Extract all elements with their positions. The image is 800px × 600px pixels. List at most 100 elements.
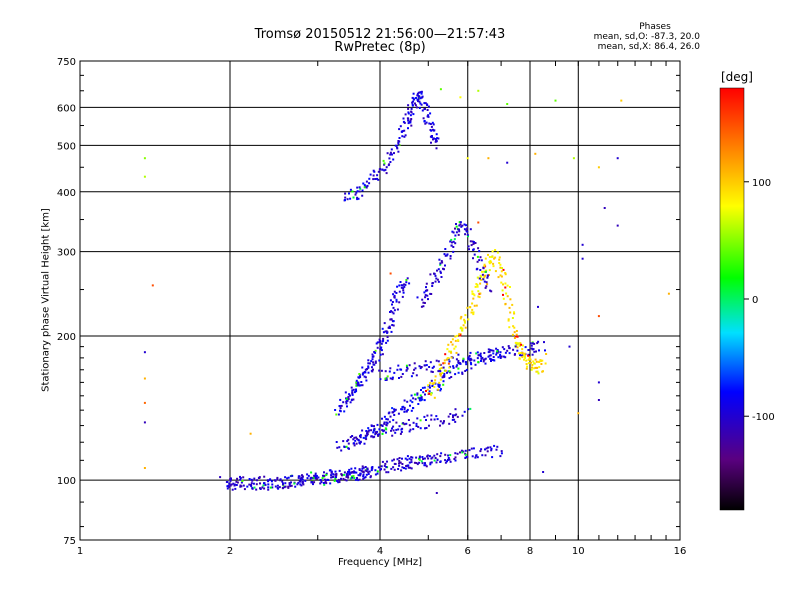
data-point	[527, 358, 530, 361]
data-point	[482, 278, 485, 281]
data-point	[397, 468, 400, 470]
data-point	[345, 402, 348, 405]
data-point	[297, 481, 300, 484]
data-point	[432, 382, 434, 385]
data-point	[490, 447, 493, 450]
data-point	[538, 349, 540, 352]
data-point	[348, 192, 350, 195]
data-point	[424, 464, 427, 467]
data-point	[455, 365, 458, 368]
data-point	[533, 342, 536, 345]
data-point	[363, 476, 366, 479]
data-point	[287, 476, 290, 479]
data-point	[527, 349, 530, 351]
data-point	[365, 186, 368, 189]
data-point	[240, 481, 243, 484]
data-point	[335, 473, 338, 475]
data-point	[430, 136, 433, 139]
data-point	[429, 361, 432, 364]
data-point	[415, 422, 418, 425]
data-point	[513, 331, 516, 334]
data-point	[429, 381, 432, 384]
data-point	[435, 133, 438, 136]
data-point	[383, 415, 386, 418]
data-point	[394, 431, 397, 434]
data-point	[411, 401, 414, 404]
data-point	[385, 418, 388, 421]
data-point	[410, 409, 413, 412]
data-point	[395, 292, 398, 294]
data-point	[440, 452, 443, 455]
data-point	[450, 351, 453, 354]
data-point	[338, 469, 341, 472]
data-point	[437, 383, 440, 386]
data-point	[488, 350, 491, 353]
data-point	[408, 430, 411, 433]
data-point	[479, 256, 482, 259]
data-point	[415, 97, 417, 99]
data-point	[381, 168, 384, 171]
data-point	[364, 376, 367, 379]
data-point	[416, 296, 419, 299]
data-point	[425, 390, 427, 392]
data-point	[422, 117, 425, 120]
data-point	[477, 221, 480, 224]
data-point	[302, 483, 305, 486]
data-point	[281, 480, 284, 483]
data-point	[405, 281, 408, 284]
data-point	[476, 276, 479, 279]
data-point	[529, 342, 532, 345]
data-point	[524, 346, 527, 349]
data-point	[409, 404, 411, 407]
data-point	[353, 444, 356, 447]
data-point	[394, 463, 397, 465]
data-point	[435, 139, 438, 142]
data-point	[468, 354, 471, 357]
data-point	[361, 194, 364, 197]
data-point	[535, 350, 537, 353]
data-point	[464, 314, 467, 317]
data-point	[426, 414, 429, 417]
data-point	[414, 104, 417, 107]
data-point	[359, 442, 361, 445]
data-point	[448, 350, 451, 353]
data-point	[482, 360, 485, 363]
data-point	[418, 100, 421, 103]
data-point	[508, 306, 511, 309]
data-point	[271, 486, 274, 489]
data-point	[431, 121, 434, 124]
data-point	[414, 102, 416, 105]
data-point	[229, 484, 232, 487]
data-point	[372, 361, 375, 364]
data-point	[467, 318, 470, 321]
data-point	[446, 371, 448, 374]
data-point	[344, 196, 347, 199]
data-point	[521, 344, 524, 347]
data-point	[350, 471, 353, 474]
colorbar-ticks: 100 0 -100	[744, 178, 775, 423]
data-point	[361, 467, 364, 470]
data-point	[470, 367, 473, 370]
data-point	[536, 366, 539, 369]
data-point	[489, 354, 492, 357]
data-point	[581, 243, 584, 246]
data-point	[484, 274, 486, 277]
data-point	[538, 366, 541, 369]
data-point	[472, 447, 475, 450]
data-point	[453, 458, 456, 460]
data-point	[418, 461, 421, 464]
data-point	[443, 253, 446, 256]
data-point	[301, 475, 304, 478]
data-point	[521, 348, 524, 351]
data-point	[355, 382, 358, 385]
data-point	[408, 461, 411, 464]
data-point	[466, 306, 469, 309]
data-point	[542, 471, 545, 473]
data-point	[444, 369, 447, 372]
data-point	[351, 190, 354, 193]
data-point	[469, 407, 472, 410]
data-point	[366, 468, 369, 471]
data-point	[348, 393, 351, 396]
data-point	[345, 398, 348, 401]
data-point	[386, 339, 389, 342]
